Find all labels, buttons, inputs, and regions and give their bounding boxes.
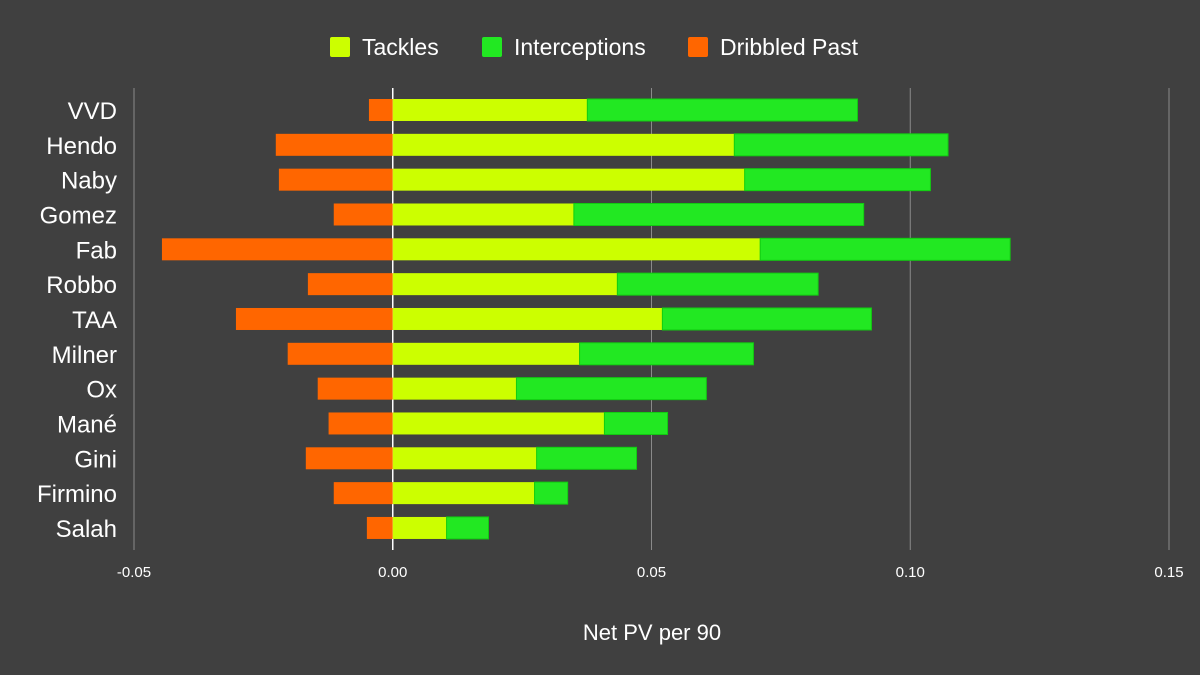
legend-label: Dribbled Past [720,34,859,60]
bar-tackles [392,307,663,330]
y-tick-label: Hendo [46,133,117,160]
bar-tackles [392,377,517,400]
y-tick-label: Robbo [46,272,117,299]
bar-interceptions [661,307,872,331]
x-tick-label: -0.05 [117,564,151,581]
bar-interceptions [744,168,931,192]
x-tick-label: 0.05 [637,564,666,581]
x-tick-label: 0.00 [378,564,407,581]
bar-tackles [392,133,735,156]
bar-interceptions [586,98,858,122]
bar-tackles [392,238,761,261]
y-tick-label: Ox [86,377,117,404]
x-tick-label: 0.15 [1154,564,1183,581]
bar-dribbled-past [287,342,393,365]
legend-swatch [330,37,350,57]
bar-dribbled-past [305,447,393,470]
legend-swatch [688,37,708,57]
y-tick-label: Milner [52,342,117,369]
bar-dribbled-past [333,482,393,505]
bar-tackles [392,99,588,121]
bar-dribbled-past [275,133,393,156]
bar-tackles [392,273,618,296]
bar-interceptions [446,516,489,540]
bar-dribbled-past [307,273,393,296]
legend-label: Interceptions [514,34,646,60]
bar-dribbled-past [328,412,393,435]
legend-label: Tackles [362,34,439,60]
bar-dribbled-past [278,168,393,191]
bar-tackles [392,516,447,539]
y-tick-label: Naby [61,168,117,195]
y-tick-label: Gini [74,446,117,473]
x-tick-label: 0.10 [896,564,925,581]
bar-dribbled-past [235,307,393,330]
bar-tackles [392,412,605,435]
legend-swatch [482,37,502,57]
y-tick-label: Firmino [37,481,117,508]
bar-tackles [392,168,745,191]
y-tick-label: Gomez [40,202,117,229]
x-axis-label: Net PV per 90 [583,620,721,645]
y-tick-label: VVD [68,98,117,125]
bar-interceptions [759,237,1011,261]
bar-dribbled-past [333,203,393,226]
bar-interceptions [603,411,669,435]
bar-dribbled-past [317,377,393,400]
bar-dribbled-past [368,99,393,121]
bar-interceptions [536,446,637,470]
y-tick-label: Fab [76,237,117,264]
y-tick-label: Salah [56,516,117,543]
bar-interceptions [534,481,569,505]
bar-interceptions [579,342,754,366]
y-tick-label: TAA [72,307,117,334]
bar-tackles [392,342,580,365]
bar-tackles [392,447,537,470]
bar-tackles [392,203,574,226]
y-tick-label: Mané [57,411,117,438]
bar-interceptions [733,133,949,157]
bar-dribbled-past [161,238,393,261]
bar-dribbled-past [366,516,393,539]
bar-interceptions [616,272,819,296]
bar-tackles [392,482,535,505]
bar-interceptions [515,377,707,401]
bar-interceptions [573,202,865,226]
